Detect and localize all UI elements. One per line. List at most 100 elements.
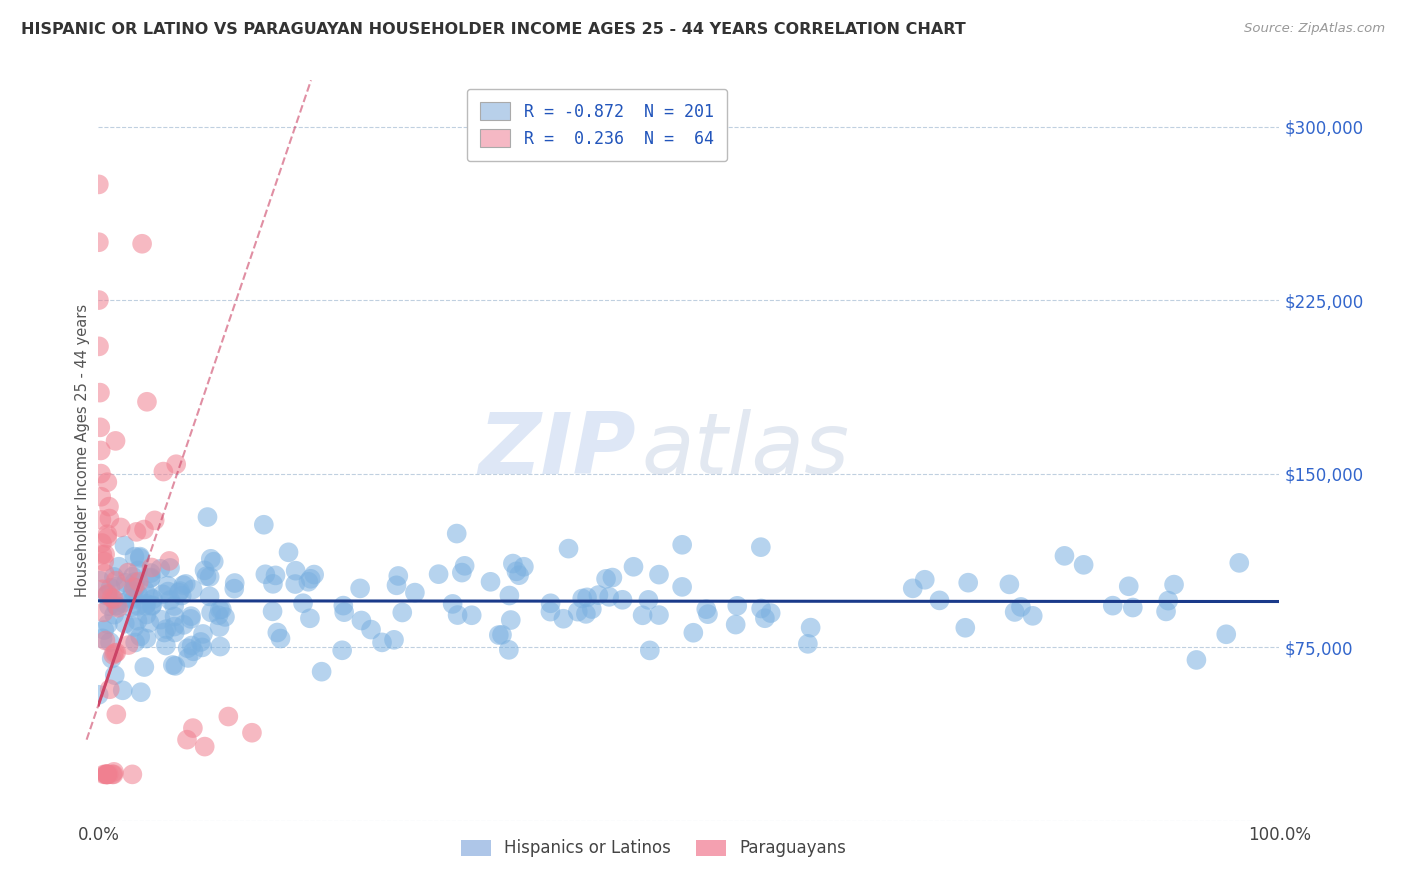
Point bbox=[128, 550, 150, 565]
Point bbox=[163, 619, 186, 633]
Point bbox=[96, 527, 118, 541]
Point bbox=[538, 605, 561, 619]
Point bbox=[159, 593, 181, 607]
Point bbox=[120, 591, 142, 606]
Point bbox=[749, 601, 772, 615]
Point bbox=[89, 385, 111, 400]
Point bbox=[1004, 605, 1026, 619]
Point bbox=[125, 524, 148, 539]
Point bbox=[595, 572, 617, 586]
Point bbox=[612, 592, 634, 607]
Point bbox=[200, 551, 222, 566]
Point bbox=[208, 620, 231, 634]
Point bbox=[498, 643, 520, 657]
Point bbox=[180, 609, 202, 624]
Point bbox=[138, 615, 160, 630]
Point bbox=[191, 627, 214, 641]
Point bbox=[98, 500, 121, 514]
Point bbox=[1073, 558, 1095, 572]
Point bbox=[446, 608, 468, 623]
Point bbox=[759, 606, 782, 620]
Point bbox=[142, 592, 165, 607]
Point bbox=[96, 475, 118, 490]
Point bbox=[957, 575, 980, 590]
Point bbox=[1163, 577, 1185, 591]
Point bbox=[1022, 608, 1045, 623]
Point bbox=[172, 578, 194, 592]
Point bbox=[224, 582, 246, 596]
Point bbox=[121, 767, 143, 781]
Point bbox=[588, 588, 610, 602]
Point bbox=[557, 541, 579, 556]
Point bbox=[270, 632, 292, 646]
Point bbox=[797, 637, 820, 651]
Point bbox=[163, 599, 186, 613]
Point bbox=[253, 517, 276, 532]
Point bbox=[97, 767, 120, 781]
Point bbox=[180, 639, 202, 653]
Point bbox=[155, 639, 177, 653]
Text: Source: ZipAtlas.com: Source: ZipAtlas.com bbox=[1244, 22, 1385, 36]
Point bbox=[100, 651, 122, 665]
Point bbox=[264, 568, 287, 582]
Point bbox=[96, 589, 118, 603]
Point bbox=[198, 590, 221, 604]
Point bbox=[928, 593, 950, 607]
Point bbox=[404, 585, 426, 599]
Point bbox=[121, 569, 143, 583]
Point bbox=[671, 538, 693, 552]
Point bbox=[90, 513, 112, 527]
Point bbox=[181, 721, 204, 735]
Point bbox=[107, 579, 129, 593]
Point bbox=[91, 548, 114, 562]
Point bbox=[98, 635, 121, 649]
Point bbox=[754, 611, 776, 625]
Point bbox=[139, 566, 162, 580]
Point bbox=[96, 767, 118, 781]
Point bbox=[333, 605, 356, 619]
Point bbox=[648, 567, 671, 582]
Point bbox=[111, 683, 134, 698]
Point bbox=[165, 457, 187, 471]
Point bbox=[302, 567, 325, 582]
Point bbox=[100, 581, 122, 595]
Point bbox=[284, 577, 307, 591]
Point bbox=[190, 635, 212, 649]
Point bbox=[136, 394, 159, 409]
Point bbox=[217, 709, 239, 723]
Point bbox=[90, 467, 112, 481]
Point bbox=[124, 575, 146, 590]
Point bbox=[284, 564, 307, 578]
Point bbox=[91, 632, 114, 646]
Point bbox=[127, 614, 149, 628]
Point bbox=[162, 658, 184, 673]
Point bbox=[623, 559, 645, 574]
Point bbox=[202, 555, 225, 569]
Point bbox=[180, 612, 202, 626]
Point bbox=[96, 531, 118, 545]
Point bbox=[209, 640, 232, 654]
Point bbox=[461, 608, 484, 623]
Point bbox=[513, 559, 536, 574]
Point bbox=[602, 570, 624, 584]
Point bbox=[1185, 653, 1208, 667]
Point bbox=[131, 236, 153, 251]
Point bbox=[262, 604, 284, 618]
Point bbox=[122, 580, 145, 594]
Text: ZIP: ZIP bbox=[478, 409, 636, 492]
Point bbox=[901, 582, 924, 596]
Text: atlas: atlas bbox=[641, 409, 849, 492]
Point bbox=[697, 607, 720, 622]
Point bbox=[174, 577, 197, 591]
Point bbox=[382, 632, 405, 647]
Point bbox=[671, 580, 693, 594]
Point bbox=[157, 554, 180, 568]
Point bbox=[105, 599, 128, 613]
Point bbox=[103, 764, 125, 779]
Point bbox=[127, 563, 149, 577]
Point bbox=[98, 511, 121, 525]
Point bbox=[998, 577, 1021, 591]
Point bbox=[208, 602, 231, 616]
Point bbox=[114, 539, 136, 553]
Y-axis label: Householder Income Ages 25 - 44 years: Householder Income Ages 25 - 44 years bbox=[75, 304, 90, 597]
